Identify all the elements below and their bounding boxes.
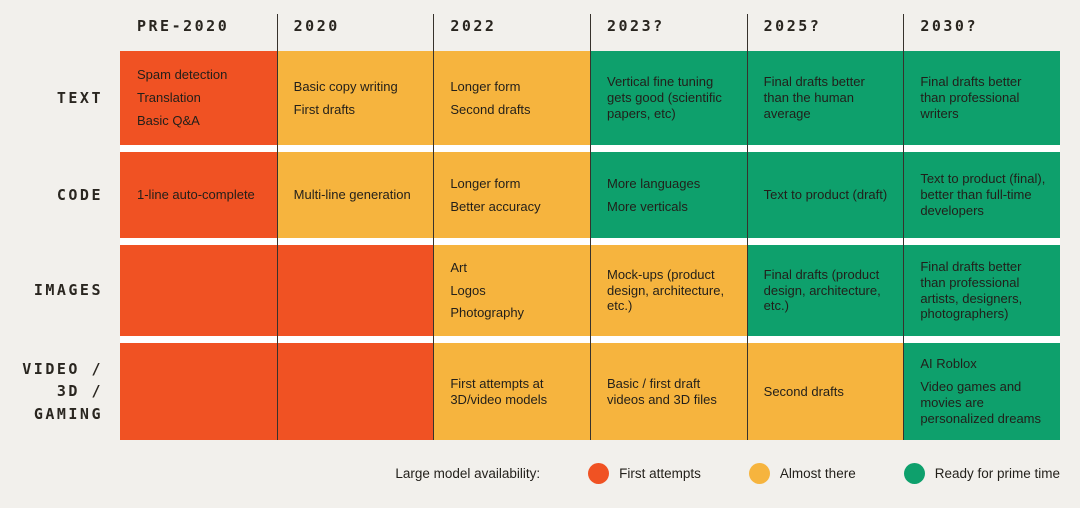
table-row: Art Logos Photography Mock-ups (product des… (120, 245, 1060, 336)
row-label: TEXT (56, 88, 103, 107)
legend-item: Ready for prime time (903, 463, 1060, 484)
column-header: 2030? (920, 17, 978, 35)
cell-text: Text to product (final), better than ful… (920, 171, 1046, 218)
legend-item-label: Ready for prime time (934, 466, 1060, 481)
legend-title: Large model availability: (395, 466, 541, 481)
legend-dot-icon (903, 463, 925, 484)
column-header: 2023? (607, 17, 665, 35)
matrix-cell: Multi-line generation (276, 152, 434, 238)
matrix-cell: Final drafts better than the human avera… (746, 51, 904, 145)
cell-text: Photography (450, 305, 525, 321)
row-label: VIDEO / 3D / GAMING (22, 359, 103, 423)
cell-text: Art (450, 259, 467, 275)
matrix-cell (276, 343, 434, 440)
cell-text: Basic copy writing (293, 78, 398, 94)
legend-dot-icon (588, 463, 610, 484)
matrix-cell: Final drafts better than professional ar… (903, 245, 1060, 336)
cell-text: First attempts at 3D/video models (450, 375, 548, 407)
cell-text: Vertical fine tuning gets good (scientif… (607, 74, 722, 121)
column-header: 2022 (450, 17, 497, 35)
cell-text: Better accuracy (450, 198, 541, 214)
row-label: IMAGES (33, 281, 103, 300)
cell-text: Longer form (450, 78, 521, 94)
legend-item: First attempts (588, 463, 701, 484)
matrix-cell (120, 245, 277, 336)
matrix-cell: First attempts at 3D/video models (433, 343, 590, 440)
table-row: 1-line auto-complete Multi-line generatio… (120, 152, 1060, 238)
row-label-column: TEXT CODE IMAGES VIDEO / 3D / GAMING (0, 51, 103, 440)
matrix-cell: Basic copy writing First drafts (276, 51, 434, 145)
matrix-cell: Text to product (draft) (746, 152, 904, 238)
legend: Large model availability: First attempts… (395, 463, 1060, 484)
legend-item: Almost there (748, 463, 856, 484)
cell-text: More languages (607, 175, 701, 191)
column-header: 2025? (763, 17, 822, 35)
legend-item-label: First attempts (619, 466, 701, 481)
cell-text: Video games and movies are personalized … (920, 379, 1042, 426)
cell-text: Mock-ups (product design, architecture, … (607, 266, 725, 314)
matrix-cell: Longer form Better accuracy (433, 152, 590, 238)
cell-text: Longer form (450, 175, 521, 191)
matrix-cell (120, 343, 277, 440)
cell-text: Translation (137, 90, 201, 106)
cell-text: Text to product (draft) (763, 187, 888, 203)
cell-text: Basic / first draft videos and 3D files (607, 375, 717, 407)
column-header-row: PRE-2020 2020 2022 2023? 2025? 2030? (120, 14, 1060, 51)
column-divider (746, 14, 748, 440)
cell-text: Final drafts (product design, architectu… (763, 266, 881, 314)
column-header: 2020 (293, 17, 340, 35)
column-divider (903, 14, 905, 440)
cell-text: Final drafts better than the human avera… (763, 74, 865, 121)
cell-text: Basic Q&A (137, 112, 200, 128)
table-row: First attempts at 3D/video models Basic /… (120, 343, 1060, 440)
table-row: Spam detection Translation Basic Q&A Basic … (120, 51, 1060, 145)
cell-text: More verticals (607, 198, 688, 214)
matrix-cell: 1-line auto-complete (120, 152, 277, 238)
matrix-cell: Spam detection Translation Basic Q&A (120, 51, 277, 145)
matrix-cell: Art Logos Photography (433, 245, 590, 336)
matrix-cell: Mock-ups (product design, architecture, … (590, 245, 747, 336)
cell-text: Final drafts better than professional ar… (920, 258, 1023, 322)
matrix-cell: More languages More verticals (590, 152, 747, 238)
row-label: CODE (56, 185, 103, 204)
cell-text: Second drafts (763, 383, 844, 399)
legend-item-label: Almost there (779, 466, 856, 481)
column-divider (433, 14, 435, 440)
matrix-cell: Second drafts (746, 343, 904, 440)
matrix-table: PRE-2020 2020 2022 2023? 2025? 2030? Spam det… (120, 14, 1060, 440)
cell-text: Second drafts (450, 101, 531, 117)
cell-text: Multi-line generation (293, 187, 411, 203)
matrix-cell: Vertical fine tuning gets good (scientif… (590, 51, 747, 145)
legend-dot-icon (748, 463, 770, 484)
cell-text: Final drafts better than professional wr… (920, 74, 1022, 121)
matrix-cell: AI Roblox Video games and movies are pers… (903, 343, 1060, 440)
column-divider (590, 14, 591, 440)
column-header: PRE-2020 (137, 17, 230, 35)
matrix-cell (276, 245, 434, 336)
column-divider (276, 14, 278, 440)
matrix-cell: Longer form Second drafts (433, 51, 590, 145)
matrix-cell: Final drafts (product design, architectu… (746, 245, 904, 336)
matrix-cell: Final drafts better than professional wr… (903, 51, 1060, 145)
cell-text: Spam detection (137, 67, 228, 83)
matrix-cell: Text to product (final), better than ful… (903, 152, 1060, 238)
matrix-cell: Basic / first draft videos and 3D files (590, 343, 747, 440)
cell-text: AI Roblox (920, 356, 977, 372)
cell-text: 1-line auto-complete (137, 187, 255, 203)
cell-text: First drafts (293, 101, 356, 117)
cell-text: Logos (450, 282, 486, 298)
